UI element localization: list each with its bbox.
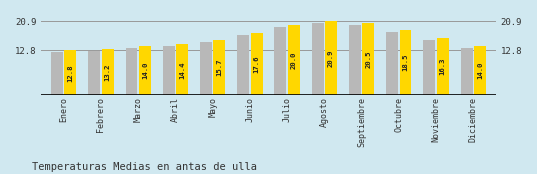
Text: 20.5: 20.5 xyxy=(365,50,371,68)
Bar xyxy=(163,46,175,95)
Bar xyxy=(200,42,212,95)
Bar xyxy=(139,46,151,95)
Text: 12.8: 12.8 xyxy=(68,64,74,81)
Bar xyxy=(51,52,63,95)
Bar xyxy=(349,25,361,95)
Bar xyxy=(423,40,436,95)
Text: 18.5: 18.5 xyxy=(403,54,409,71)
Bar xyxy=(251,33,263,95)
Text: 16.3: 16.3 xyxy=(440,58,446,75)
Bar xyxy=(101,49,114,95)
Text: 14.0: 14.0 xyxy=(142,62,148,79)
Bar xyxy=(386,32,398,95)
Text: 14.0: 14.0 xyxy=(477,62,483,79)
Bar xyxy=(213,40,226,95)
Bar xyxy=(362,23,374,95)
Bar xyxy=(64,50,76,95)
Bar xyxy=(237,35,249,95)
Bar xyxy=(474,46,486,95)
Bar xyxy=(437,38,449,95)
Text: 13.2: 13.2 xyxy=(105,63,111,81)
Text: Temperaturas Medias en antas de ulla: Temperaturas Medias en antas de ulla xyxy=(32,162,257,172)
Bar xyxy=(288,25,300,95)
Bar xyxy=(400,30,411,95)
Bar xyxy=(461,48,473,95)
Bar xyxy=(311,23,324,95)
Bar xyxy=(126,48,137,95)
Text: 15.7: 15.7 xyxy=(216,59,222,76)
Text: 20.0: 20.0 xyxy=(291,51,297,69)
Text: 20.9: 20.9 xyxy=(328,50,334,67)
Text: 17.6: 17.6 xyxy=(253,56,259,73)
Bar xyxy=(88,51,100,95)
Text: 14.4: 14.4 xyxy=(179,61,185,79)
Bar xyxy=(274,26,286,95)
Bar xyxy=(325,21,337,95)
Bar xyxy=(176,44,188,95)
